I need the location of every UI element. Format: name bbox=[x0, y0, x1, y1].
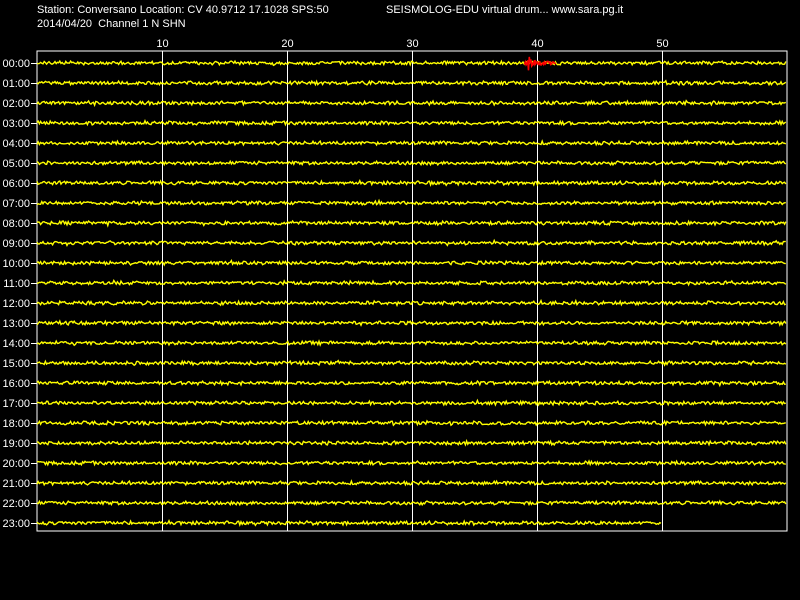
trace-row-0700 bbox=[36, 198, 786, 207]
trace-row-1300 bbox=[36, 319, 787, 327]
trace-row-1000 bbox=[36, 259, 786, 267]
trace-row-2300 bbox=[36, 518, 662, 527]
trace-row-1600 bbox=[36, 379, 786, 388]
row-label-1200: 12:00 bbox=[2, 298, 30, 310]
trace-row-2000 bbox=[36, 459, 786, 467]
trace-row-0900 bbox=[36, 238, 786, 247]
trace-row-0200 bbox=[36, 99, 787, 108]
row-label-2200: 22:00 bbox=[2, 498, 30, 510]
trace-row-0500 bbox=[36, 159, 787, 167]
trace-row-0800 bbox=[36, 219, 787, 228]
x-tick-label: 40 bbox=[531, 38, 543, 50]
row-label-1400: 14:00 bbox=[2, 338, 30, 350]
x-tick-label: 10 bbox=[156, 38, 168, 50]
trace-row-1800 bbox=[36, 419, 786, 427]
row-label-1700: 17:00 bbox=[2, 398, 30, 410]
trace-row-0400 bbox=[36, 139, 787, 147]
brand-info: SEISMOLOG-EDU virtual drum... www.sara.p… bbox=[386, 4, 624, 16]
row-label-1300: 13:00 bbox=[2, 318, 30, 330]
row-label-0200: 02:00 bbox=[2, 98, 30, 110]
event-trace-0 bbox=[523, 56, 557, 71]
row-label-0300: 03:00 bbox=[2, 118, 30, 130]
x-tick-label: 30 bbox=[406, 38, 418, 50]
trace-row-0000 bbox=[36, 59, 787, 67]
row-label-1600: 16:00 bbox=[2, 378, 30, 390]
label-layer: 10 20 30 40 50 00:00 01:00 02:00 03:00 04:00 05:00… bbox=[2, 38, 668, 530]
row-label-0600: 06:00 bbox=[2, 178, 30, 190]
trace-row-2200 bbox=[36, 499, 787, 507]
row-label-1800: 18:00 bbox=[2, 418, 30, 430]
row-label-2300: 23:00 bbox=[2, 518, 30, 530]
row-label-0700: 07:00 bbox=[2, 198, 30, 210]
row-label-2000: 20:00 bbox=[2, 458, 30, 470]
trace-row-1700 bbox=[36, 398, 786, 407]
row-label-1100: 11:00 bbox=[3, 278, 30, 290]
date-channel-info: 2014/04/20 Channel 1 N SHN bbox=[37, 18, 186, 30]
x-tick-label: 50 bbox=[656, 38, 668, 50]
trace-row-1500 bbox=[36, 359, 787, 367]
row-label-0100: 01:00 bbox=[2, 78, 30, 90]
row-label-1500: 15:00 bbox=[2, 358, 30, 370]
trace-layer bbox=[36, 56, 787, 527]
grid-layer bbox=[31, 50, 788, 532]
trace-row-0100 bbox=[36, 79, 787, 87]
trace-row-1400 bbox=[36, 339, 787, 347]
trace-row-1200 bbox=[36, 298, 787, 308]
trace-row-1100 bbox=[36, 279, 787, 287]
station-info: Station: Conversano Location: CV 40.9712… bbox=[37, 4, 329, 16]
trace-row-1900 bbox=[36, 438, 787, 447]
row-label-0000: 00:00 bbox=[2, 58, 30, 70]
row-label-1000: 10:00 bbox=[2, 258, 30, 270]
x-tick-label: 20 bbox=[281, 38, 293, 50]
row-label-0500: 05:00 bbox=[2, 158, 30, 170]
row-label-0400: 04:00 bbox=[2, 138, 30, 150]
row-label-1900: 19:00 bbox=[2, 438, 30, 450]
row-label-0800: 08:00 bbox=[2, 218, 30, 230]
trace-row-2100 bbox=[36, 479, 787, 487]
trace-row-0300 bbox=[36, 118, 787, 127]
row-label-2100: 21:00 bbox=[2, 478, 30, 490]
trace-row-0600 bbox=[36, 178, 787, 187]
row-label-0900: 09:00 bbox=[2, 238, 30, 250]
